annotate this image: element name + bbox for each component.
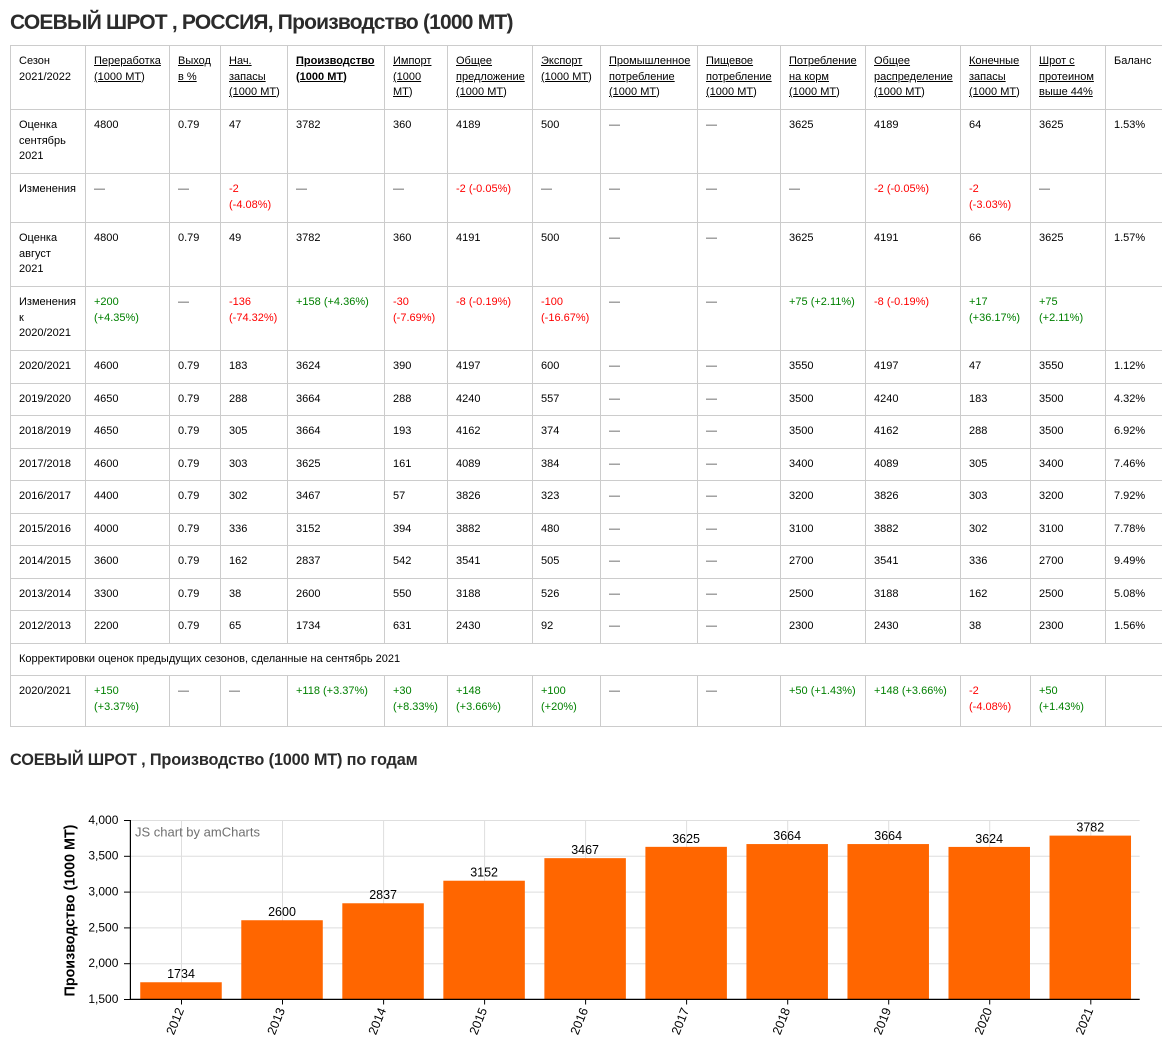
svg-text:2,000: 2,000 — [88, 956, 118, 970]
svg-text:2014: 2014 — [366, 1006, 389, 1037]
svg-text:3152: 3152 — [470, 866, 498, 880]
svg-text:3664: 3664 — [773, 829, 801, 843]
svg-text:2019: 2019 — [871, 1006, 894, 1037]
svg-text:1,500: 1,500 — [88, 992, 118, 1006]
svg-text:JS chart by amCharts: JS chart by amCharts — [135, 825, 260, 840]
svg-text:2013: 2013 — [265, 1006, 288, 1037]
svg-text:2020: 2020 — [972, 1006, 995, 1037]
svg-text:1734: 1734 — [167, 967, 195, 981]
svg-text:3664: 3664 — [874, 829, 902, 843]
svg-text:3467: 3467 — [571, 843, 599, 857]
svg-text:3,500: 3,500 — [88, 849, 118, 863]
svg-text:3,000: 3,000 — [88, 885, 118, 899]
svg-text:2600: 2600 — [268, 905, 296, 919]
svg-text:4,000: 4,000 — [88, 813, 118, 827]
svg-text:2017: 2017 — [669, 1006, 692, 1037]
svg-text:2015: 2015 — [467, 1006, 490, 1037]
svg-text:3624: 3624 — [975, 832, 1003, 846]
svg-text:2016: 2016 — [568, 1006, 591, 1037]
svg-text:2018: 2018 — [770, 1006, 793, 1037]
svg-text:Производство (1000 МТ): Производство (1000 МТ) — [63, 824, 79, 996]
svg-text:2,500: 2,500 — [88, 920, 118, 934]
svg-text:2012: 2012 — [164, 1006, 187, 1037]
svg-text:3782: 3782 — [1076, 821, 1104, 835]
svg-text:3625: 3625 — [672, 832, 700, 846]
svg-text:2021: 2021 — [1073, 1006, 1096, 1037]
svg-text:2837: 2837 — [369, 888, 397, 902]
